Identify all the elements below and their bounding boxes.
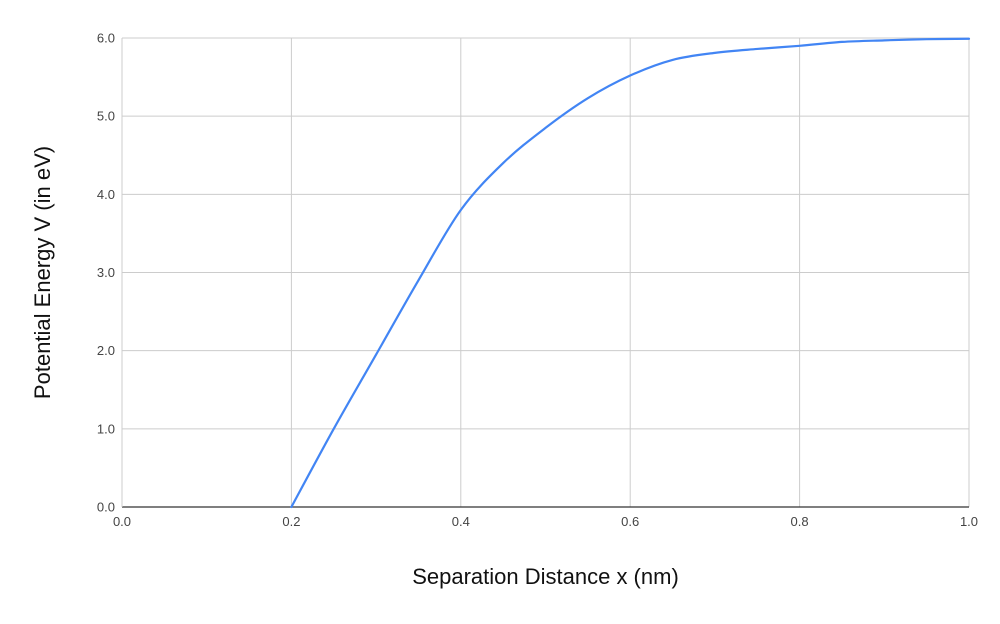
gridlines bbox=[122, 37, 970, 507]
series-line bbox=[290, 37, 971, 509]
y-axis-title: Potential Energy V (in eV) bbox=[30, 146, 55, 399]
series-lines bbox=[290, 37, 971, 509]
y-tick-label: 6.0 bbox=[97, 31, 115, 46]
y-tick-label: 4.0 bbox=[97, 187, 115, 202]
axes bbox=[121, 38, 969, 508]
y-tick-label: 2.0 bbox=[97, 343, 115, 358]
x-axis-title: Separation Distance x (nm) bbox=[412, 564, 679, 589]
x-tick-label: 0.0 bbox=[113, 514, 131, 529]
y-tick-label: 1.0 bbox=[97, 421, 115, 436]
tick-labels: 0.0 0.2 0.4 0.6 0.8 1.0 0.0 1.0 2.0 3.0 4.0 5.0 6.0 bbox=[97, 31, 978, 530]
y-tick-label: 5.0 bbox=[97, 109, 115, 124]
x-tick-label: 0.2 bbox=[282, 514, 300, 529]
x-tick-label: 1.0 bbox=[960, 514, 978, 529]
x-tick-label: 0.8 bbox=[791, 514, 809, 529]
y-tick-label: 3.0 bbox=[97, 265, 115, 280]
y-tick-label: 0.0 bbox=[97, 500, 115, 515]
x-tick-label: 0.6 bbox=[621, 514, 639, 529]
x-tick-label: 0.4 bbox=[452, 514, 470, 529]
